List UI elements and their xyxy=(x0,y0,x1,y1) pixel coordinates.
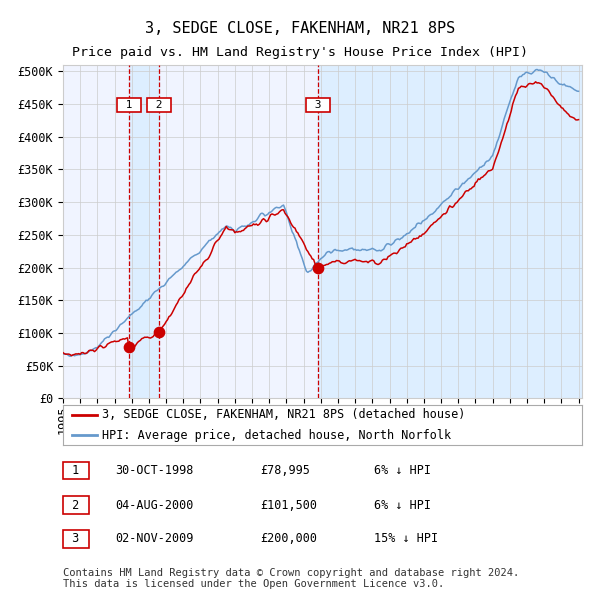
Bar xyxy=(129,65,159,398)
Bar xyxy=(318,65,582,398)
Text: This data is licensed under the Open Government Licence v3.0.: This data is licensed under the Open Gov… xyxy=(63,579,444,589)
Text: 3: 3 xyxy=(65,532,86,545)
Text: Price paid vs. HM Land Registry's House Price Index (HPI): Price paid vs. HM Land Registry's House … xyxy=(72,46,528,59)
Text: 15% ↓ HPI: 15% ↓ HPI xyxy=(374,532,439,545)
Text: 04-AUG-2000: 04-AUG-2000 xyxy=(115,499,193,512)
Point xyxy=(124,342,134,351)
Text: 1: 1 xyxy=(65,464,86,477)
Text: 3: 3 xyxy=(308,100,328,110)
Text: 6% ↓ HPI: 6% ↓ HPI xyxy=(374,499,431,512)
Text: 6% ↓ HPI: 6% ↓ HPI xyxy=(374,464,431,477)
Text: HPI: Average price, detached house, North Norfolk: HPI: Average price, detached house, Nort… xyxy=(102,428,451,441)
Text: 2: 2 xyxy=(65,499,86,512)
Text: Contains HM Land Registry data © Crown copyright and database right 2024.: Contains HM Land Registry data © Crown c… xyxy=(63,568,519,578)
Point xyxy=(313,263,323,272)
Point xyxy=(154,327,164,337)
Text: £78,995: £78,995 xyxy=(260,464,310,477)
Text: 2: 2 xyxy=(149,100,169,110)
Text: £101,500: £101,500 xyxy=(260,499,317,512)
Text: 02-NOV-2009: 02-NOV-2009 xyxy=(115,532,193,545)
Text: 3, SEDGE CLOSE, FAKENHAM, NR21 8PS (detached house): 3, SEDGE CLOSE, FAKENHAM, NR21 8PS (deta… xyxy=(102,408,466,421)
Text: 1: 1 xyxy=(119,100,139,110)
Text: £200,000: £200,000 xyxy=(260,532,317,545)
Text: 3, SEDGE CLOSE, FAKENHAM, NR21 8PS: 3, SEDGE CLOSE, FAKENHAM, NR21 8PS xyxy=(145,21,455,35)
Text: 30-OCT-1998: 30-OCT-1998 xyxy=(115,464,193,477)
